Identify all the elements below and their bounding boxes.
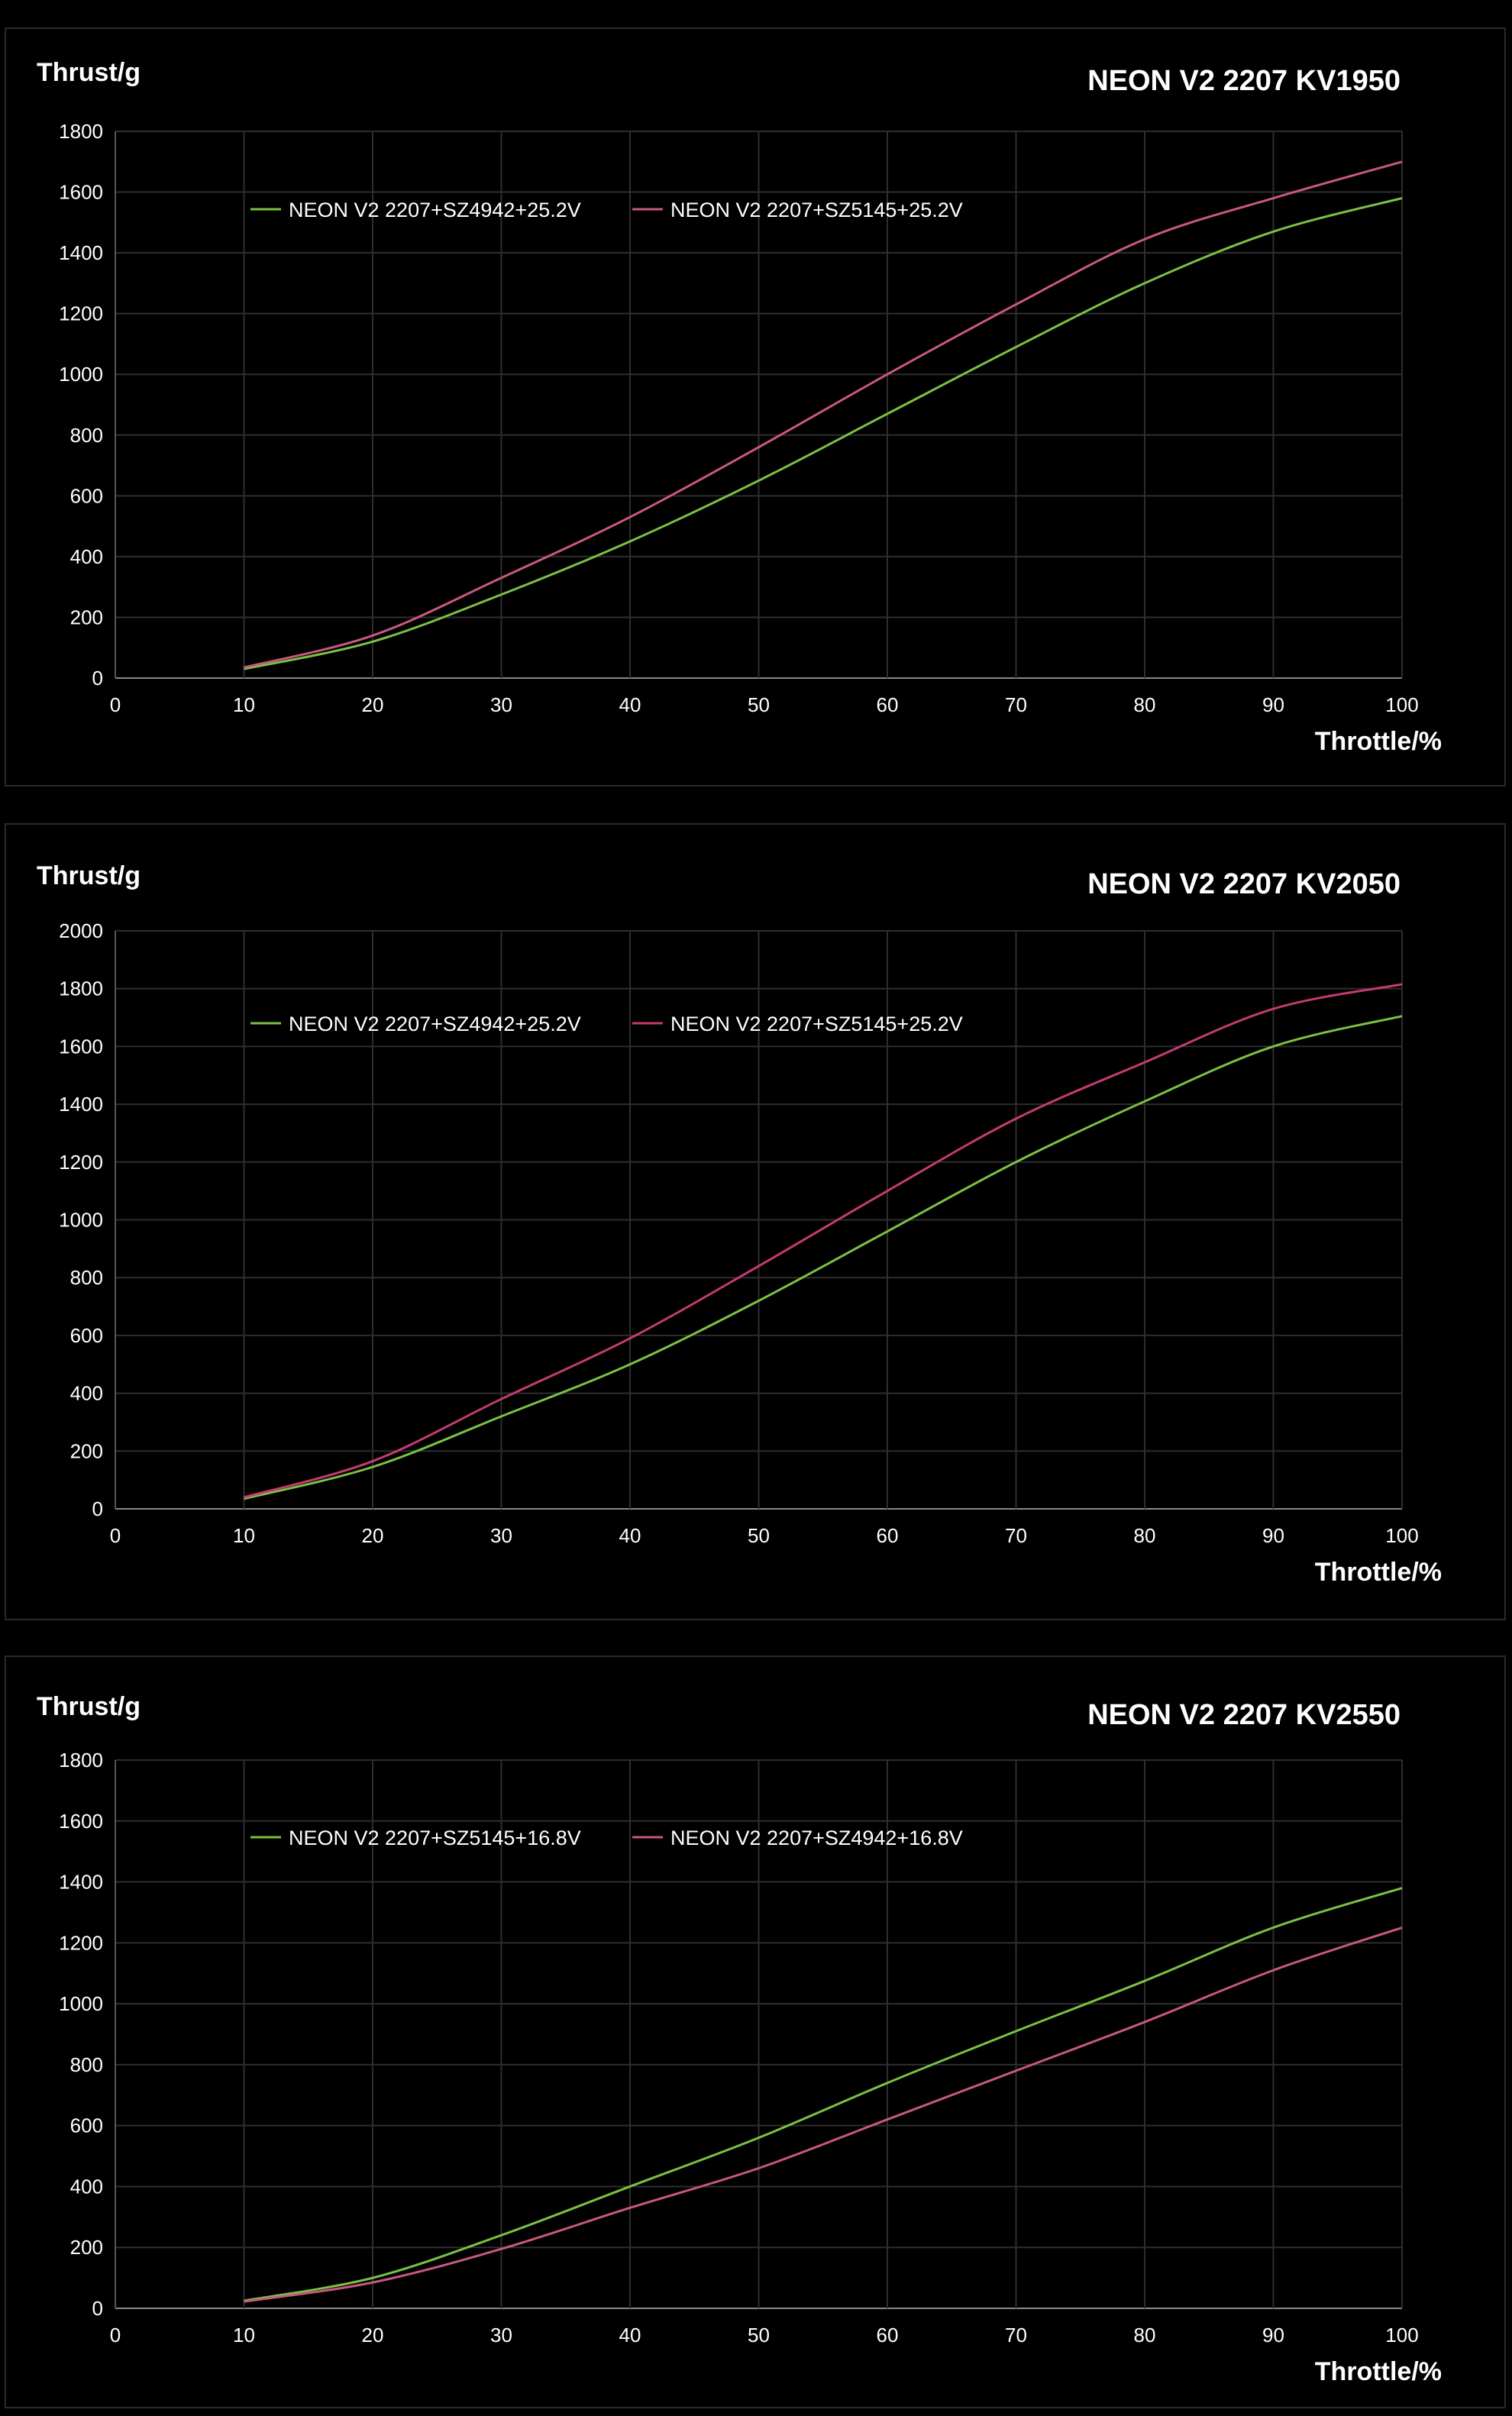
legend-label: NEON V2 2207+SZ5145+16.8V <box>289 1827 581 1849</box>
y-tick-label: 1800 <box>59 120 103 143</box>
x-tick-label: 60 <box>877 693 899 716</box>
x-tick-label: 40 <box>619 693 641 716</box>
legend-label: NEON V2 2207+SZ4942+25.2V <box>289 199 581 221</box>
y-tick-label: 1600 <box>59 1810 103 1833</box>
y-tick-label: 0 <box>92 2297 103 2320</box>
x-tick-label: 10 <box>233 1524 255 1547</box>
y-tick-label: 1000 <box>59 1209 103 1232</box>
x-tick-label: 90 <box>1262 693 1284 716</box>
x-tick-label: 50 <box>748 693 770 716</box>
y-tick-label: 1400 <box>59 241 103 264</box>
x-tick-label: 80 <box>1134 1524 1156 1547</box>
y-tick-label: 600 <box>70 1324 103 1347</box>
y-tick-label: 1000 <box>59 1992 103 2015</box>
x-tick-label: 0 <box>110 1524 121 1547</box>
legend-label: NEON V2 2207+SZ5145+25.2V <box>670 199 963 221</box>
y-tick-label: 800 <box>70 424 103 447</box>
series-line-1 <box>244 1887 1403 2302</box>
x-tick-label: 50 <box>748 2324 770 2347</box>
x-tick-label: 30 <box>490 1524 512 1547</box>
x-tick-label: 40 <box>619 2324 641 2347</box>
x-tick-label: 70 <box>1005 693 1027 716</box>
series-line-2 <box>244 1926 1403 2303</box>
y-axis-label: Thrust/g <box>37 1692 141 1721</box>
y-tick-label: 800 <box>70 1266 103 1289</box>
chart-panel-kv2050: 0 200 400 600 800 1000 1200 1400 1600 1800 2000 0 10… <box>5 823 1506 1620</box>
series-line-1 <box>244 197 1403 670</box>
x-tick-label: 100 <box>1385 2324 1418 2347</box>
y-tick-label: 1800 <box>59 977 103 1000</box>
y-tick-label: 200 <box>70 606 103 628</box>
y-axis-label: Thrust/g <box>37 861 141 890</box>
series-line-1 <box>244 1015 1403 1500</box>
x-tick-label: 70 <box>1005 2324 1027 2347</box>
x-tick-label: 20 <box>362 693 384 716</box>
y-tick-label: 400 <box>70 1382 103 1405</box>
x-tick-label: 30 <box>490 2324 512 2347</box>
y-tick-label: 1000 <box>59 363 103 386</box>
y-tick-label: 1200 <box>59 302 103 325</box>
x-tick-label: 10 <box>233 2324 255 2347</box>
y-tick-label: 600 <box>70 2114 103 2137</box>
x-tick-label: 0 <box>110 693 121 716</box>
x-tick-label: 30 <box>490 693 512 716</box>
x-tick-label: 60 <box>877 1524 899 1547</box>
chart-panel-kv2550: 0 200 400 600 800 1000 1200 1400 1600 1800 0 10 20 30… <box>5 1655 1506 2408</box>
chart-title: NEON V2 2207 KV2550 <box>1087 1699 1401 1731</box>
y-tick-label: 1600 <box>59 1035 103 1058</box>
x-tick-label: 20 <box>362 2324 384 2347</box>
x-tick-label: 100 <box>1385 1524 1418 1547</box>
x-tick-label: 90 <box>1262 2324 1284 2347</box>
y-tick-label: 400 <box>70 2175 103 2198</box>
series-line-2 <box>244 160 1403 669</box>
x-tick-label: 10 <box>233 693 255 716</box>
x-tick-label: 40 <box>619 1524 641 1547</box>
x-tick-label: 100 <box>1385 693 1418 716</box>
x-tick-label: 20 <box>362 1524 384 1547</box>
x-tick-label: 60 <box>877 2324 899 2347</box>
chart-title: NEON V2 2207 KV1950 <box>1087 65 1401 97</box>
y-tick-label: 600 <box>70 484 103 507</box>
y-tick-label: 400 <box>70 545 103 568</box>
chart-kv2050: 0 200 400 600 800 1000 1200 1400 1600 1800 2000 0 10… <box>37 861 1442 1587</box>
y-tick-label: 200 <box>70 2236 103 2259</box>
x-tick-label: 80 <box>1134 2324 1156 2347</box>
y-tick-label: 0 <box>92 667 103 690</box>
x-tick-label: 70 <box>1005 1524 1027 1547</box>
y-tick-label: 1600 <box>59 181 103 204</box>
chart-kv1950: 0 200 400 600 800 1000 1200 1400 1600 1800 0 10 20 30… <box>37 58 1442 756</box>
y-tick-label: 200 <box>70 1439 103 1462</box>
x-tick-label: 90 <box>1262 1524 1284 1547</box>
series-line-2 <box>244 983 1403 1499</box>
y-tick-label: 1200 <box>59 1151 103 1174</box>
legend-label: NEON V2 2207+SZ5145+25.2V <box>670 1013 963 1035</box>
x-tick-label: 50 <box>748 1524 770 1547</box>
y-tick-label: 800 <box>70 2053 103 2076</box>
chart-panel-kv1950: 0 200 400 600 800 1000 1200 1400 1600 1800 0 10 20 30… <box>5 27 1506 786</box>
y-tick-label: 1400 <box>59 1093 103 1116</box>
x-axis-label: Throttle/% <box>1315 727 1442 756</box>
y-tick-label: 1400 <box>59 1871 103 1894</box>
y-tick-label: 1200 <box>59 1931 103 1954</box>
chart-kv2550: 0 200 400 600 800 1000 1200 1400 1600 1800 0 10 20 30… <box>37 1692 1442 2386</box>
legend-label: NEON V2 2207+SZ4942+25.2V <box>289 1013 581 1035</box>
chart-title: NEON V2 2207 KV2050 <box>1087 868 1401 900</box>
x-axis-label: Throttle/% <box>1315 2357 1442 2386</box>
y-axis-label: Thrust/g <box>37 58 141 87</box>
legend-label: NEON V2 2207+SZ4942+16.8V <box>670 1827 963 1849</box>
x-tick-label: 80 <box>1134 693 1156 716</box>
x-axis-label: Throttle/% <box>1315 1558 1442 1587</box>
x-tick-label: 0 <box>110 2324 121 2347</box>
y-tick-label: 2000 <box>59 919 103 942</box>
y-tick-label: 0 <box>92 1497 103 1520</box>
y-tick-label: 1800 <box>59 1749 103 1772</box>
